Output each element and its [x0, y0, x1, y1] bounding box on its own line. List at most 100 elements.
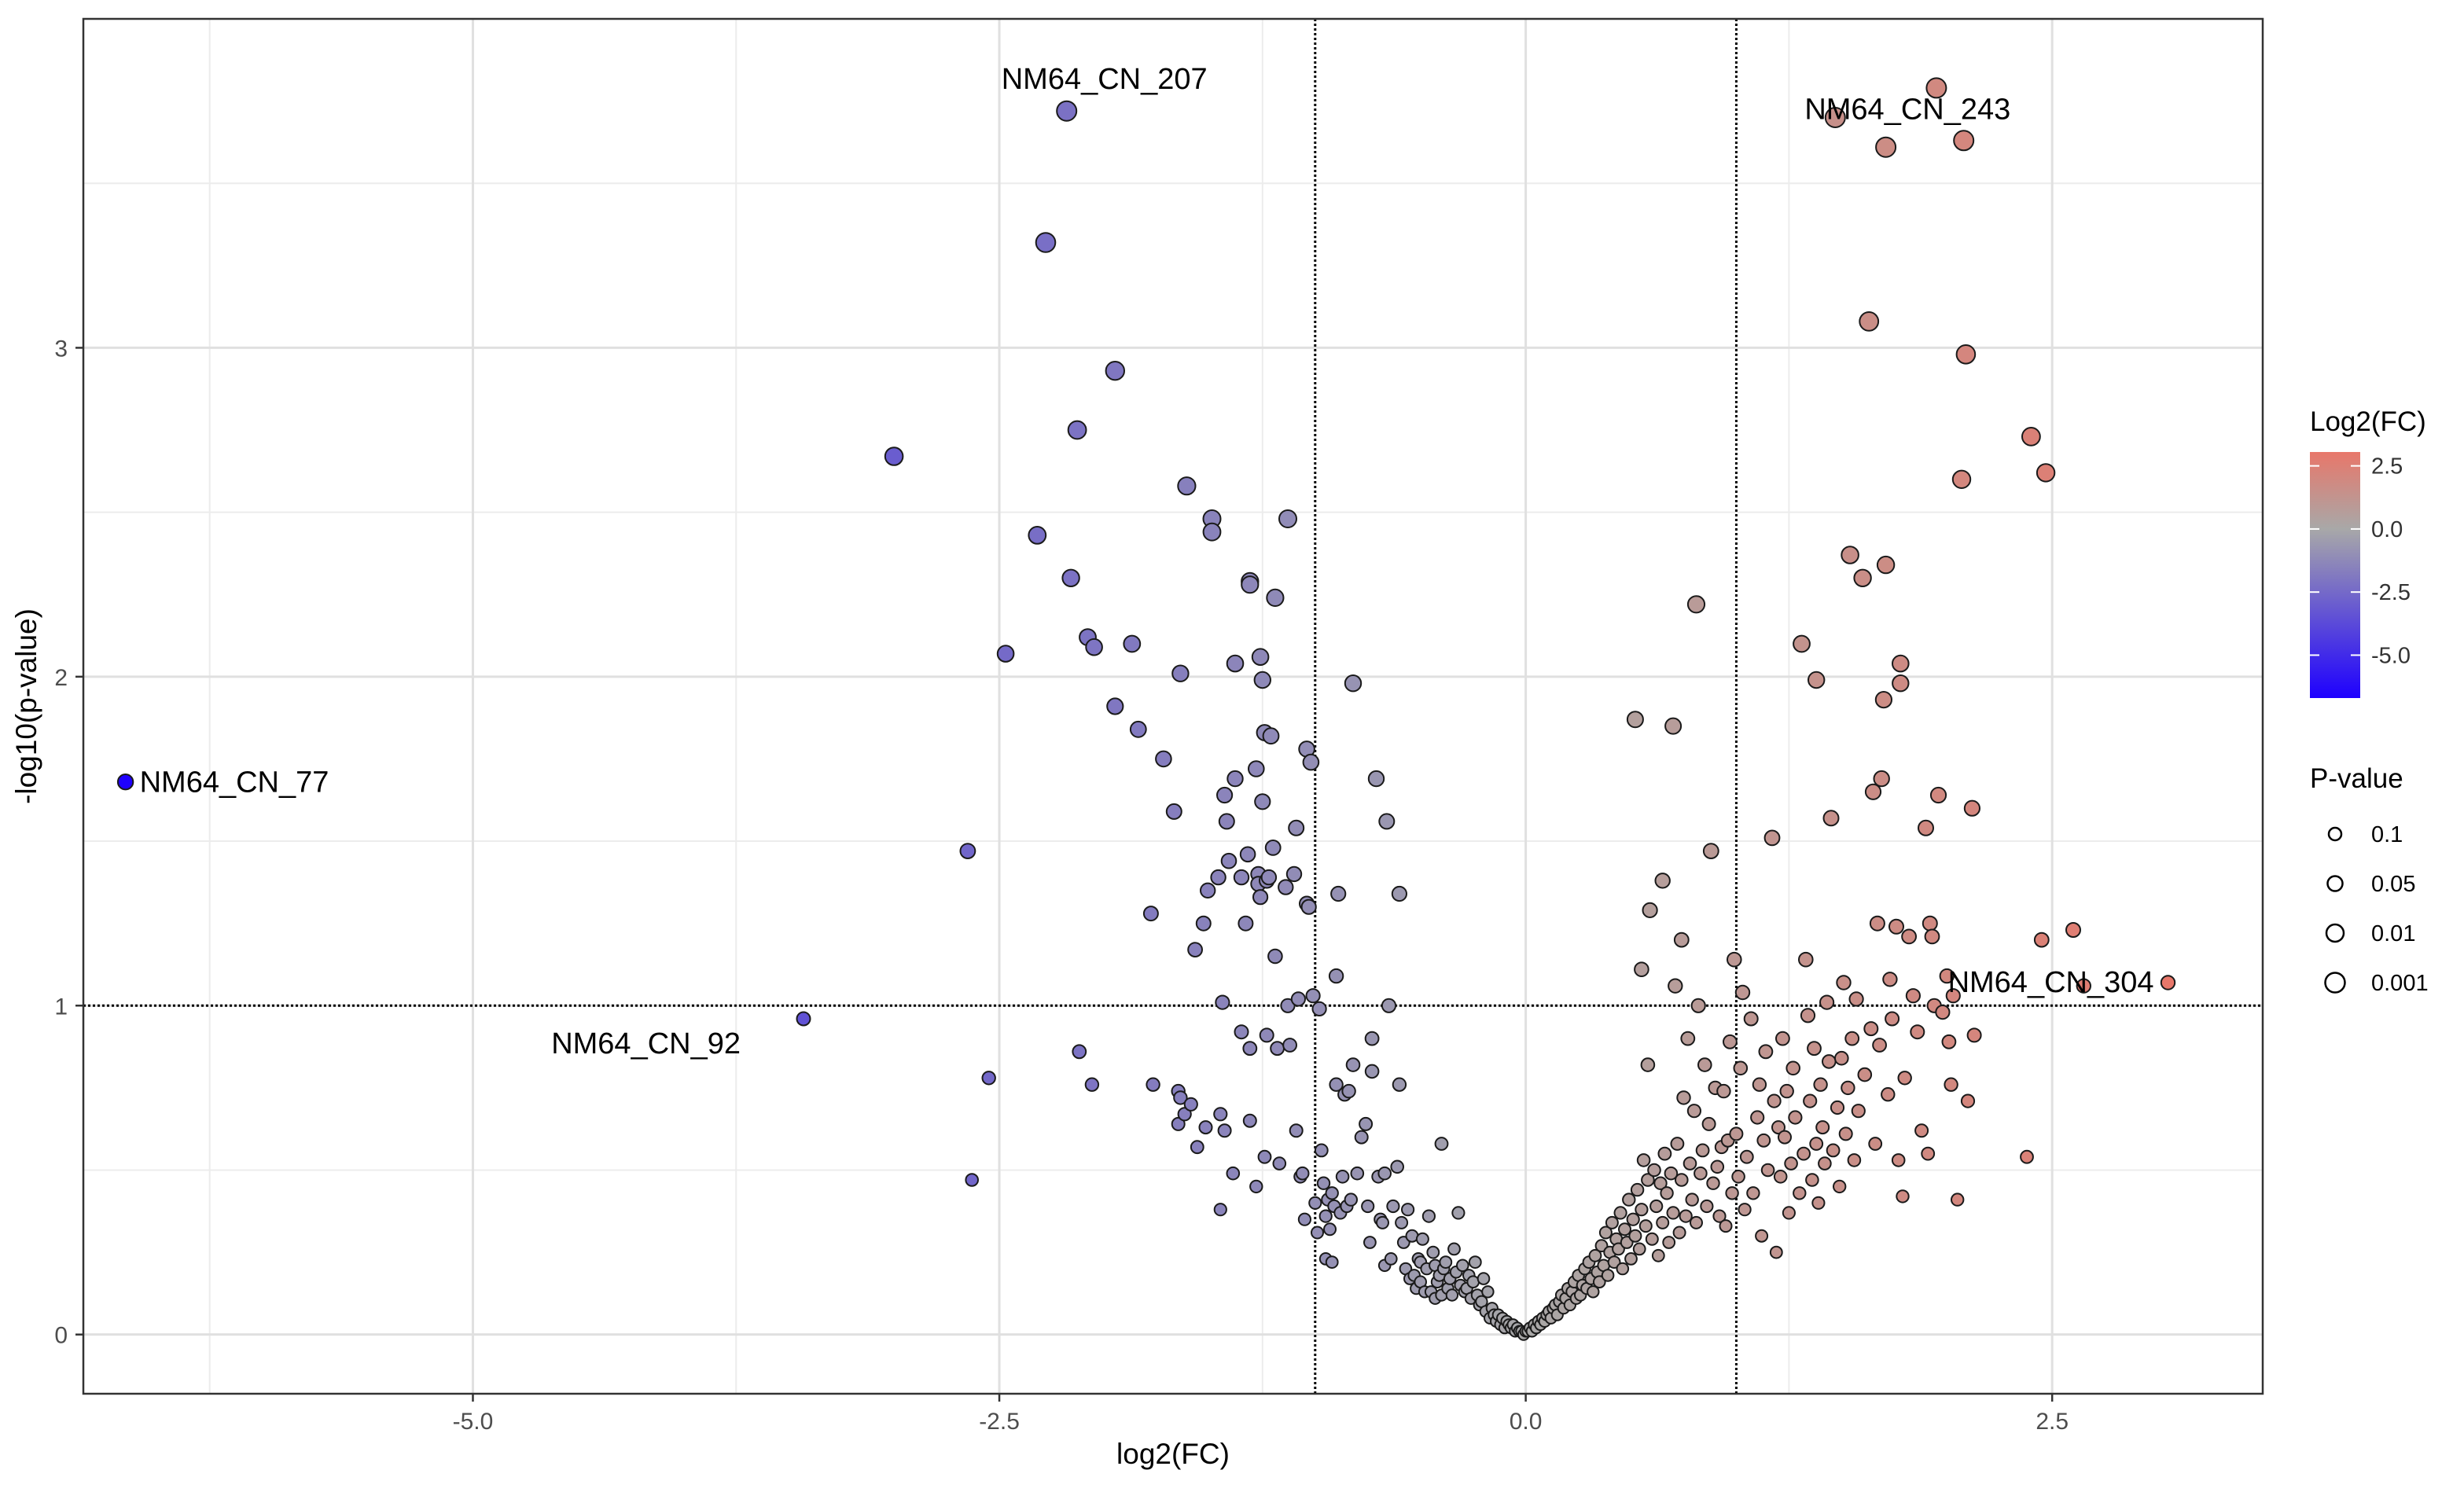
data-point — [1215, 994, 1230, 1010]
legend: Log2(FC) 2.50.0-2.5-5.0 P-value 0.10.050… — [2310, 406, 2429, 996]
data-point — [1636, 1153, 1651, 1167]
size-legend-label: 0.001 — [2371, 971, 2429, 996]
data-point — [796, 1011, 811, 1027]
data-point — [1738, 1203, 1752, 1217]
data-point — [1056, 100, 1078, 122]
data-point — [1750, 1110, 1765, 1125]
data-point — [1035, 232, 1057, 253]
x-axis-title: log2(FC) — [1116, 1438, 1230, 1470]
data-point — [1668, 978, 1683, 994]
data-point — [1775, 1031, 1790, 1046]
point-label: NM64_CN_243 — [1804, 94, 2010, 127]
data-point — [2033, 932, 2050, 948]
data-point — [1363, 1236, 1377, 1249]
color-legend-label: 2.5 — [2371, 454, 2403, 480]
color-legend-label: -5.0 — [2371, 643, 2411, 668]
data-point — [1785, 1060, 1800, 1076]
data-point — [1873, 770, 1890, 788]
data-point — [1868, 1137, 1883, 1151]
data-point — [1302, 753, 1320, 771]
data-point — [1323, 1222, 1337, 1237]
data-point — [1683, 1156, 1697, 1170]
data-point — [1253, 671, 1272, 689]
data-point — [1813, 1077, 1828, 1092]
data-point — [1280, 998, 1296, 1013]
data-point — [1719, 1219, 1733, 1233]
data-point — [1612, 1242, 1625, 1256]
data-point — [1782, 1206, 1796, 1220]
data-point — [1202, 522, 1222, 542]
data-point — [1697, 1057, 1712, 1072]
data-point — [1888, 918, 1904, 935]
data-point — [1815, 1120, 1830, 1135]
data-point — [1173, 1090, 1188, 1105]
data-point — [1344, 674, 1363, 693]
data-point — [1381, 998, 1397, 1013]
data-point — [1295, 1166, 1310, 1181]
data-point — [1914, 1123, 1929, 1138]
data-point — [1190, 1140, 1204, 1155]
data-point — [1767, 1093, 1782, 1108]
data-point — [1922, 915, 1938, 932]
data-point — [965, 1173, 979, 1187]
data-point — [1869, 915, 1885, 932]
data-point — [1660, 1186, 1674, 1200]
data-point — [1129, 720, 1147, 738]
data-point — [1729, 1126, 1744, 1141]
data-point — [1067, 420, 1087, 440]
data-point — [1085, 638, 1103, 656]
data-point — [1213, 1203, 1227, 1217]
data-point — [1072, 1044, 1087, 1060]
color-legend-ticks: 2.5 0.0 -2.5 -5.0 — [2310, 454, 2411, 668]
data-point — [1760, 1163, 1775, 1178]
data-point — [959, 843, 976, 859]
point-label: NM64_CN_92 — [551, 1027, 741, 1060]
data-point — [1123, 634, 1142, 653]
data-point — [1264, 840, 1282, 856]
data-point — [1939, 968, 1955, 984]
data-point — [2036, 463, 2056, 483]
data-point — [1929, 786, 1947, 804]
data-point — [1647, 1163, 1661, 1178]
data-point — [1793, 1186, 1807, 1200]
data-point — [1220, 852, 1238, 869]
size-legend-label: 0.01 — [2371, 921, 2415, 946]
data-point — [1421, 1209, 1436, 1223]
data-point — [1390, 1159, 1404, 1174]
data-point — [1822, 810, 1840, 827]
data-point — [1254, 793, 1271, 810]
data-point — [1456, 1259, 1469, 1273]
data-point — [1395, 1215, 1409, 1229]
data-point — [1841, 1080, 1855, 1096]
data-point — [1376, 1215, 1389, 1229]
data-point — [2020, 1149, 2034, 1164]
data-point — [1477, 1272, 1491, 1285]
plot-background — [83, 19, 2263, 1394]
data-point — [1651, 1248, 1665, 1262]
x-tick-label: -5.0 — [453, 1409, 494, 1435]
data-point — [1177, 1107, 1192, 1122]
data-point — [1963, 799, 1980, 817]
data-point — [1084, 1077, 1100, 1092]
data-point — [1248, 760, 1265, 777]
data-point — [1242, 1113, 1257, 1128]
data-point — [1234, 1024, 1249, 1040]
data-point — [1800, 1008, 1816, 1023]
data-point — [1882, 972, 1898, 987]
data-point — [1686, 1104, 1701, 1119]
data-point — [1260, 869, 1278, 886]
data-point — [1288, 819, 1305, 836]
data-point — [1769, 1245, 1783, 1259]
point-label: NM64_CN_304 — [1948, 966, 2154, 999]
data-point — [1183, 1097, 1198, 1112]
size-legend-label: 0.1 — [2371, 822, 2403, 847]
size-legend-key — [2327, 826, 2343, 842]
data-point — [884, 446, 904, 466]
data-point — [1630, 1182, 1645, 1197]
y-tick-label: 3 — [54, 336, 68, 362]
x-tick-label: 0.0 — [1510, 1409, 1543, 1435]
data-point — [1146, 1077, 1160, 1092]
data-point — [1803, 1093, 1818, 1108]
data-point — [1638, 1219, 1653, 1233]
data-point — [1875, 136, 1897, 158]
